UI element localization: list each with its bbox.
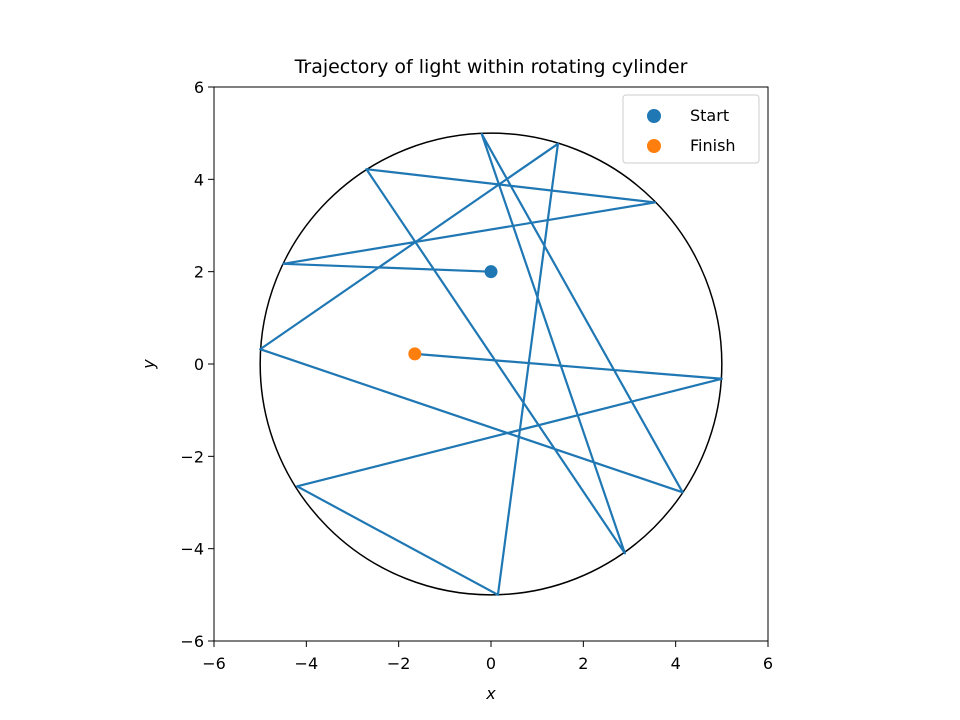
boundary-circle <box>259 132 723 596</box>
legend-marker-start <box>647 109 661 123</box>
x-tick-label: 2 <box>578 654 588 673</box>
trajectory-line <box>259 132 723 596</box>
x-axis-label: x <box>485 684 496 703</box>
x-tick-label: 6 <box>763 654 773 673</box>
x-tick-label: −6 <box>202 654 226 673</box>
legend-marker-finish <box>647 139 661 153</box>
y-tick-label: 6 <box>194 78 204 97</box>
y-tick-label: 0 <box>194 355 204 374</box>
legend-label-finish: Finish <box>690 136 736 155</box>
y-tick-label: −4 <box>180 540 204 559</box>
y-axis: −6 −4 −2 0 2 4 6 <box>180 78 214 651</box>
markers-group <box>408 265 498 361</box>
y-tick-label: −6 <box>180 632 204 651</box>
x-tick-label: −2 <box>387 654 411 673</box>
chart-title: Trajectory of light within rotating cyli… <box>294 56 688 78</box>
y-tick-label: 4 <box>194 170 204 189</box>
finish-marker <box>408 347 422 361</box>
y-tick-label: 2 <box>194 263 204 282</box>
x-tick-label: 0 <box>486 654 496 673</box>
y-axis-label: y <box>139 359 158 370</box>
x-axis: −6 −4 −2 0 2 4 6 <box>202 641 773 673</box>
x-tick-label: −4 <box>295 654 319 673</box>
start-marker <box>484 265 498 279</box>
x-tick-label: 4 <box>671 654 681 673</box>
y-tick-label: −2 <box>180 447 204 466</box>
legend: Start Finish <box>622 94 760 164</box>
legend-label-start: Start <box>690 106 729 125</box>
plot-area <box>213 86 769 642</box>
